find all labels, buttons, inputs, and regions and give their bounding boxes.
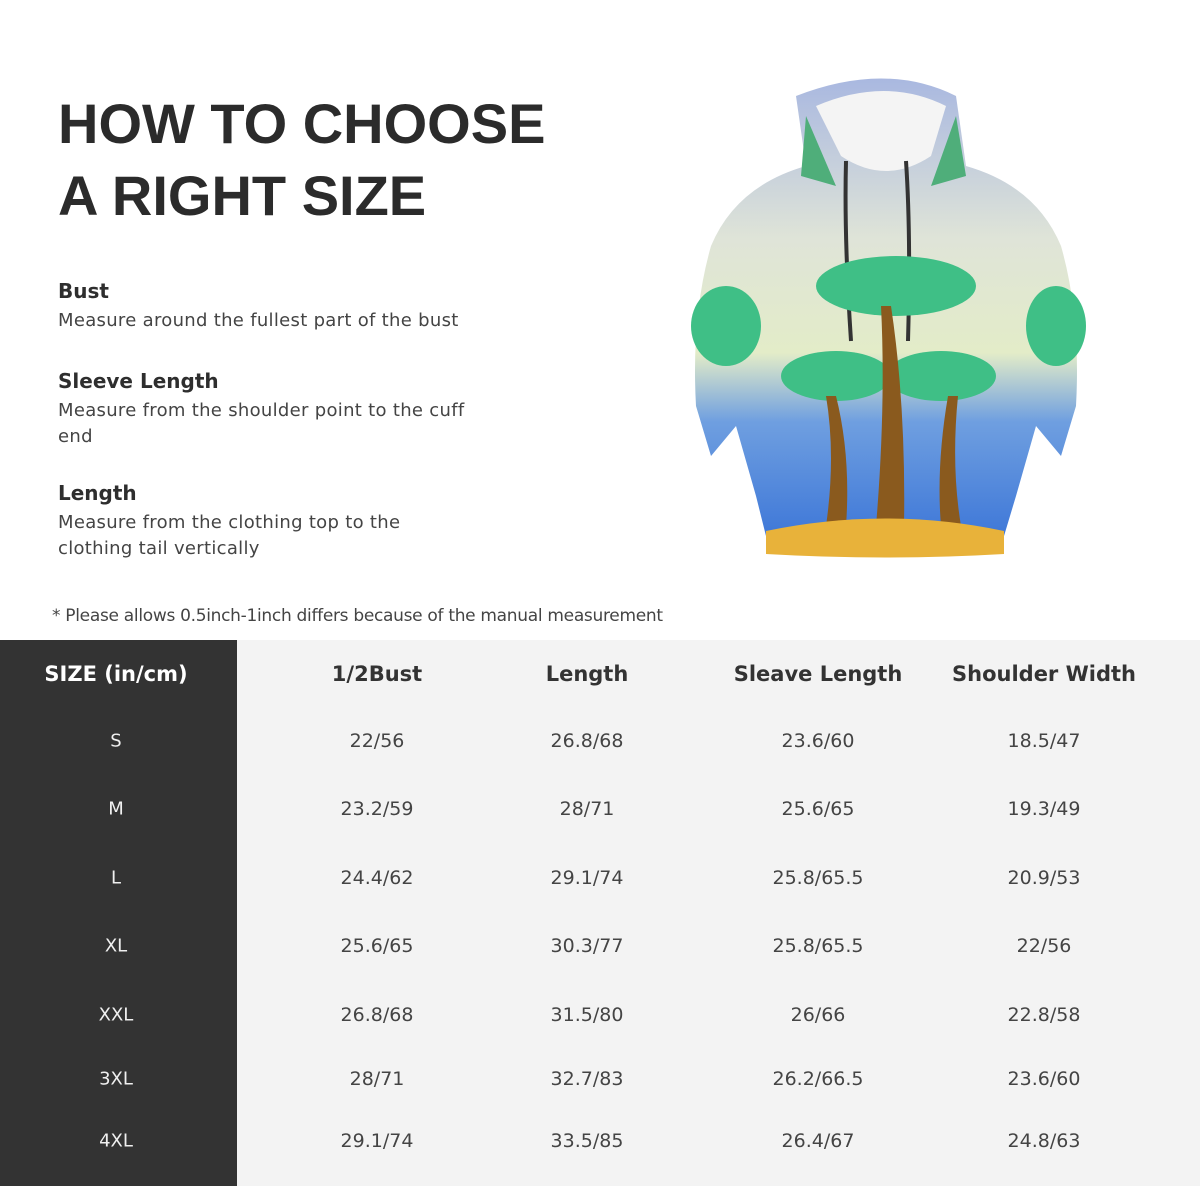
table-cell: 22/56	[1016, 935, 1072, 957]
table-cell: 29.1/74	[550, 867, 624, 889]
size-label: M	[108, 798, 124, 820]
guide-sleeve-length: Sleeve Length Measure from the shoulder …	[58, 368, 478, 450]
table-cell: 22/56	[349, 730, 405, 752]
hoodie-product-image	[691, 78, 1086, 558]
size-label: L	[110, 867, 122, 889]
column-header: Length	[545, 662, 629, 686]
table-cell: 25.8/65.5	[772, 867, 864, 889]
column-header: Shoulder Width	[952, 662, 1136, 686]
title-line-1: HOW TO CHOOSE	[58, 92, 546, 155]
table-cell: 23.6/60	[1007, 1068, 1081, 1090]
measurement-note: * Please allows 0.5inch-1inch differs be…	[52, 606, 663, 626]
table-cell: 26.8/68	[340, 1004, 414, 1026]
table-cell: 19.3/49	[1007, 798, 1081, 820]
table-cell: 30.3/77	[550, 935, 624, 957]
table-cell: 32.7/83	[550, 1068, 624, 1090]
table-cell: 28/71	[559, 798, 615, 820]
column-header: 1/2Bust	[331, 662, 423, 686]
size-label: 4XL	[99, 1130, 133, 1152]
table-cell: 26.4/67	[781, 1130, 855, 1152]
table-cell: 26/66	[790, 1004, 846, 1026]
table-cell: 29.1/74	[340, 1130, 414, 1152]
title-line-2: A RIGHT SIZE	[58, 164, 427, 227]
guide-heading: Sleeve Length	[58, 369, 219, 393]
table-cell: 28/71	[349, 1068, 405, 1090]
table-cell: 22.8/58	[1007, 1004, 1081, 1026]
table-cell: 33.5/85	[550, 1130, 624, 1152]
size-label: 3XL	[99, 1068, 133, 1090]
size-chart-table: SIZE (in/cm) 1/2Bust Length Sleave Length S…	[0, 640, 1200, 1186]
guide-bust: Bust Measure around the fullest part of …	[58, 278, 518, 334]
guide-text: Measure around the fullest part of the b…	[58, 310, 459, 331]
table-cell: 26.2/66.5	[772, 1068, 864, 1090]
table-cell: 18.5/47	[1007, 730, 1081, 752]
unit-header-label: (in/cm)	[104, 662, 188, 686]
guide-text: Measure from the clothing top to the clo…	[58, 512, 401, 559]
size-label: S	[110, 730, 122, 752]
size-label: XXL	[98, 1004, 134, 1026]
table-cell: 25.8/65.5	[772, 935, 864, 957]
size-column	[0, 640, 237, 1186]
guide-text: Measure from the shoulder point to the c…	[58, 400, 465, 447]
table-cell: 23.2/59	[340, 798, 414, 820]
table-cell: 31.5/80	[550, 1004, 624, 1026]
size-header-label: SIZE	[44, 662, 97, 686]
column-header: Sleave Length	[733, 662, 903, 686]
table-cell: 25.6/65	[781, 798, 855, 820]
table-cell: 24.8/63	[1007, 1130, 1081, 1152]
size-header: SIZE (in/cm)	[44, 662, 187, 686]
guide-length: Length Measure from the clothing top to …	[58, 480, 458, 562]
table-cell: 20.9/53	[1007, 867, 1081, 889]
table-cell: 26.8/68	[550, 730, 624, 752]
page-title: HOW TO CHOOSE A RIGHT SIZE	[58, 88, 545, 232]
table-cell: 23.6/60	[781, 730, 855, 752]
guide-heading: Length	[58, 481, 137, 505]
guide-heading: Bust	[58, 279, 109, 303]
table-cell: 25.6/65	[340, 935, 414, 957]
table-cell: 24.4/62	[340, 867, 414, 889]
size-label: XL	[104, 935, 128, 957]
